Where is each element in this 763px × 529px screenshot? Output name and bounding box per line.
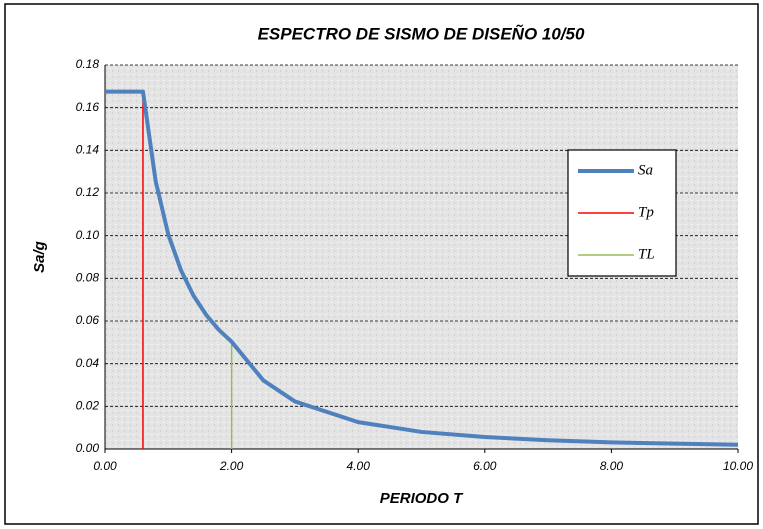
- legend-label: Sa: [638, 162, 653, 178]
- legend-label: TL: [638, 246, 655, 262]
- y-axis-label: Sa/g: [31, 241, 48, 273]
- y-tick-label: 0.00: [76, 441, 100, 455]
- x-tick-label: 4.00: [347, 459, 371, 473]
- y-tick-label: 0.06: [76, 313, 100, 327]
- line-sa: [105, 89, 739, 447]
- x-axis-label: PERIODO T: [380, 490, 464, 507]
- y-tick-label: 0.04: [76, 356, 100, 370]
- y-tick-label: 0.12: [76, 185, 100, 199]
- chart-title: ESPECTRO DE SISMO DE DISEÑO 10/50: [258, 23, 585, 43]
- y-tick-label: 0.10: [76, 228, 100, 242]
- y-tick-label: 0.14: [76, 143, 100, 157]
- x-tick-label: 0.00: [93, 459, 117, 473]
- y-tick-label: 0.02: [76, 399, 100, 413]
- x-tick-label: 8.00: [600, 459, 624, 473]
- x-tick-label: 10.00: [723, 459, 753, 473]
- y-tick-label: 0.18: [76, 57, 100, 71]
- y-tick-label: 0.16: [76, 100, 100, 114]
- y-tick-label: 0.08: [76, 271, 100, 285]
- legend-label: Tp: [638, 204, 654, 220]
- x-tick-label: 6.00: [473, 459, 497, 473]
- x-tick-label: 2.00: [219, 459, 244, 473]
